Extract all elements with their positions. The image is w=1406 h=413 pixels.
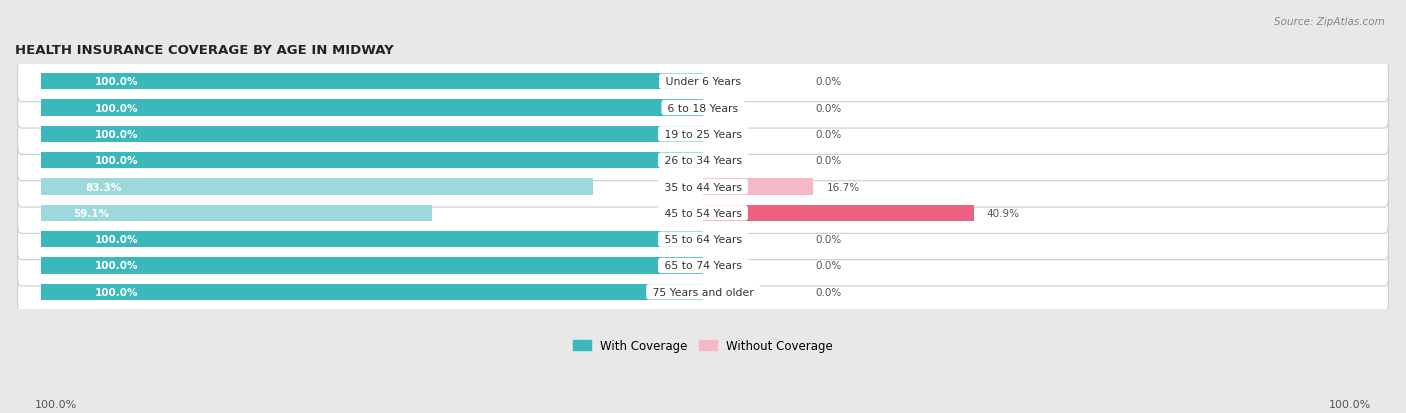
Text: 100.0%: 100.0% [1329, 399, 1371, 409]
Text: 0.0%: 0.0% [815, 287, 842, 297]
Text: 0.0%: 0.0% [815, 77, 842, 87]
FancyBboxPatch shape [18, 88, 1388, 129]
Text: 0.0%: 0.0% [815, 103, 842, 113]
Bar [703, 179, 814, 195]
FancyBboxPatch shape [18, 193, 1388, 234]
Text: 100.0%: 100.0% [35, 399, 77, 409]
FancyBboxPatch shape [18, 140, 1388, 181]
Legend: With Coverage, Without Coverage: With Coverage, Without Coverage [568, 335, 838, 357]
Text: 65 to 74 Years: 65 to 74 Years [661, 261, 745, 271]
FancyBboxPatch shape [18, 245, 1388, 286]
Bar [41, 74, 703, 90]
Text: 100.0%: 100.0% [94, 156, 138, 166]
Text: 0.0%: 0.0% [815, 156, 842, 166]
Text: 0.0%: 0.0% [815, 130, 842, 140]
Text: 35 to 44 Years: 35 to 44 Years [661, 182, 745, 192]
Text: 45 to 54 Years: 45 to 54 Years [661, 208, 745, 218]
Text: 100.0%: 100.0% [94, 77, 138, 87]
Bar [41, 231, 703, 248]
Text: 0.0%: 0.0% [815, 261, 842, 271]
Text: 59.1%: 59.1% [73, 208, 108, 218]
Text: 75 Years and older: 75 Years and older [650, 287, 756, 297]
Text: 26 to 34 Years: 26 to 34 Years [661, 156, 745, 166]
FancyBboxPatch shape [18, 219, 1388, 260]
Text: 100.0%: 100.0% [94, 103, 138, 113]
FancyBboxPatch shape [18, 62, 1388, 102]
Text: 100.0%: 100.0% [94, 261, 138, 271]
Text: 40.9%: 40.9% [987, 208, 1019, 218]
Text: 100.0%: 100.0% [94, 287, 138, 297]
FancyBboxPatch shape [18, 166, 1388, 208]
Bar [41, 205, 433, 221]
Text: 83.3%: 83.3% [86, 182, 122, 192]
Text: Source: ZipAtlas.com: Source: ZipAtlas.com [1274, 17, 1385, 26]
Text: 100.0%: 100.0% [94, 235, 138, 244]
Bar [41, 284, 703, 300]
FancyBboxPatch shape [18, 272, 1388, 313]
Bar [41, 100, 703, 116]
Bar [41, 126, 703, 142]
Text: 19 to 25 Years: 19 to 25 Years [661, 130, 745, 140]
Bar [41, 258, 703, 274]
Text: 16.7%: 16.7% [827, 182, 860, 192]
Text: 0.0%: 0.0% [815, 235, 842, 244]
Bar [41, 153, 703, 169]
Text: 6 to 18 Years: 6 to 18 Years [664, 103, 742, 113]
Bar [41, 179, 592, 195]
Bar [703, 205, 973, 221]
Text: 55 to 64 Years: 55 to 64 Years [661, 235, 745, 244]
FancyBboxPatch shape [18, 114, 1388, 155]
Text: 100.0%: 100.0% [94, 130, 138, 140]
Text: HEALTH INSURANCE COVERAGE BY AGE IN MIDWAY: HEALTH INSURANCE COVERAGE BY AGE IN MIDW… [15, 44, 394, 57]
Text: Under 6 Years: Under 6 Years [662, 77, 744, 87]
